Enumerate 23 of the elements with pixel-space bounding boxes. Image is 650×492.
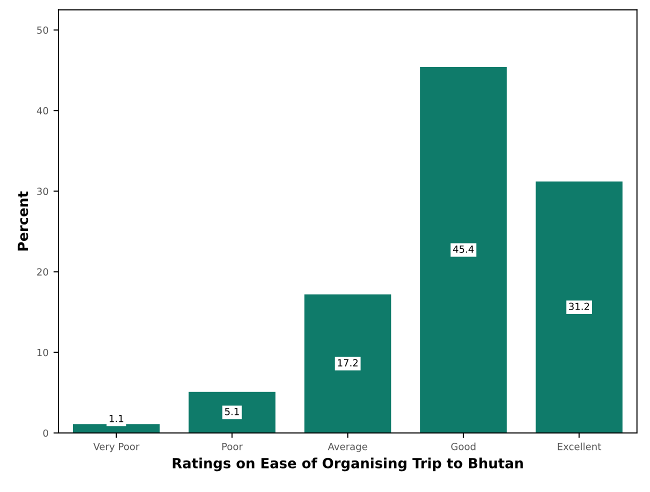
bar xyxy=(304,294,392,433)
data-label: 5.1 xyxy=(225,408,239,416)
data-label: 1.1 xyxy=(110,414,124,422)
bar xyxy=(188,392,276,433)
x-tick-label: Average xyxy=(328,442,368,452)
x-axis-title: Ratings on Ease of Organising Trip to Bhutan xyxy=(172,458,523,472)
x-tick-label: Excellent xyxy=(558,442,602,450)
y-tick-label: 50 xyxy=(37,26,48,34)
bar xyxy=(536,182,623,433)
data-label: 17.2 xyxy=(338,359,358,366)
x-tick-label: Poor xyxy=(222,442,243,450)
y-tick-label: 40 xyxy=(36,107,48,114)
bar xyxy=(72,424,160,433)
y-axis-title: Percent xyxy=(18,191,28,250)
data-label: 45.4 xyxy=(453,246,474,253)
data-label: 31.2 xyxy=(569,302,589,310)
x-tick-label: Good xyxy=(451,442,476,450)
y-tick-label: 30 xyxy=(37,188,48,196)
y-tick-label: 10 xyxy=(37,348,48,356)
y-tick-label: 20 xyxy=(37,268,48,276)
bar xyxy=(420,67,507,433)
x-tick-label: Very Poor xyxy=(93,442,140,452)
y-tick-label: 0 xyxy=(43,429,48,437)
